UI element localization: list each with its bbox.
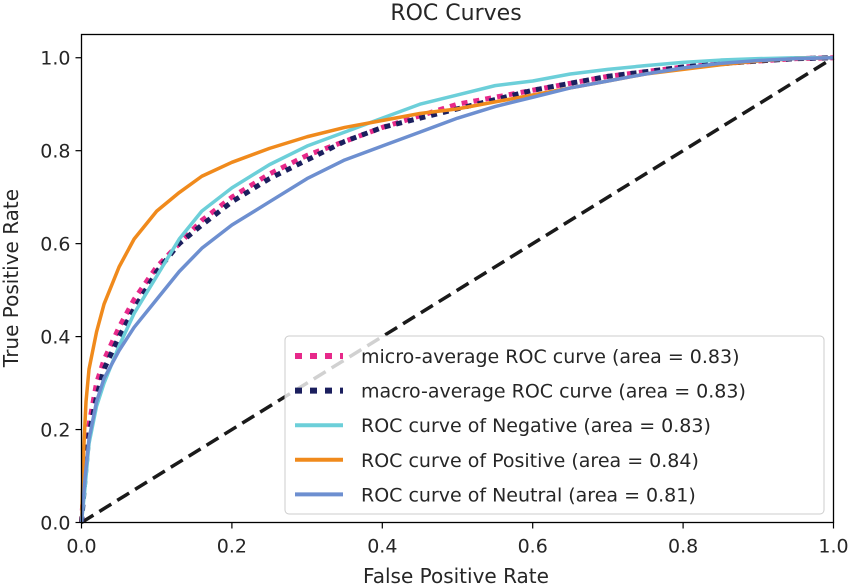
x-tick-label: 0.6 xyxy=(518,536,548,558)
axis-ticks: 0.0 0.2 0.4 0.6 0.8 1.0 0.0 0.2 0.4 0.6 0.8 1.0 xyxy=(40,48,848,558)
legend: micro-average ROC curve (area = 0.83) mac… xyxy=(284,335,825,515)
curves-layer xyxy=(79,55,835,524)
y-tick-label: 0.2 xyxy=(40,420,70,442)
y-tick-label: 0.8 xyxy=(40,141,70,163)
legend-box xyxy=(284,335,825,515)
x-axis-label: False Positive Rate xyxy=(363,564,549,586)
legend-label: ROC curve of Neutral (area = 0.81) xyxy=(361,484,696,506)
x-tick-label: 0.0 xyxy=(66,536,96,558)
x-tick-label: 0.8 xyxy=(668,536,698,558)
x-tick-label: 1.0 xyxy=(818,536,848,558)
plot-frame xyxy=(80,33,835,524)
chart-title: ROC Curves xyxy=(390,1,521,26)
legend-label: ROC curve of Negative (area = 0.83) xyxy=(361,415,711,437)
chance-diagonal-line xyxy=(80,56,835,524)
legend-label: macro-average ROC curve (area = 0.83) xyxy=(361,381,746,403)
y-axis-label: True Positive Rate xyxy=(0,189,23,368)
y-tick-label: 0.6 xyxy=(40,234,70,256)
y-tick-label: 0.0 xyxy=(40,513,70,535)
x-tick-label: 0.2 xyxy=(217,536,247,558)
y-tick-label: 0.4 xyxy=(40,327,70,349)
legend-label: micro-average ROC curve (area = 0.83) xyxy=(361,346,740,368)
roc-line-roc-curve-of-neutral-area-0-81 xyxy=(79,55,834,523)
legend-label: ROC curve of Positive (area = 0.84) xyxy=(361,450,699,472)
y-tick-label: 1.0 xyxy=(40,48,70,70)
x-tick-label: 0.4 xyxy=(367,536,397,558)
